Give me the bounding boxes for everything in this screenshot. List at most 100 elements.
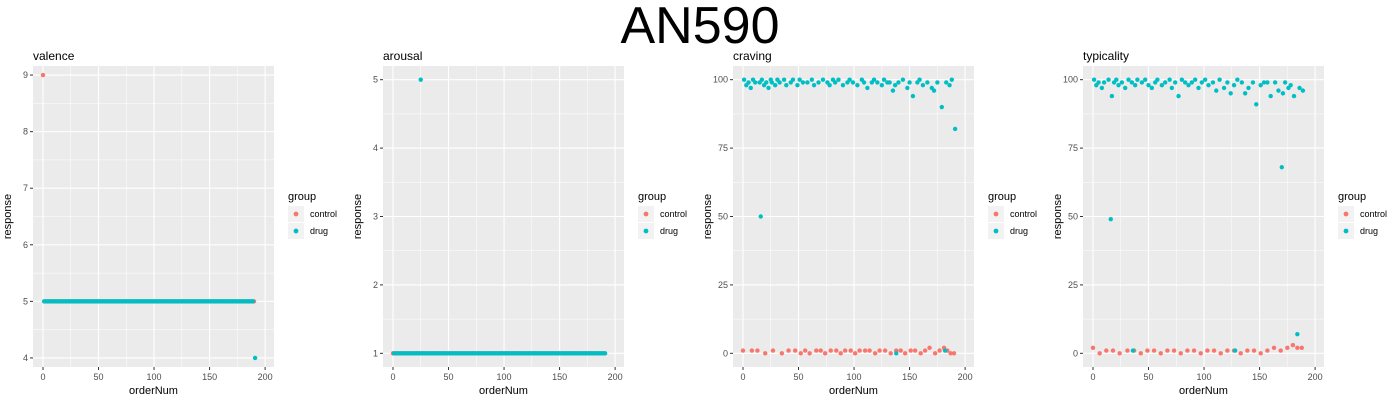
y-tick-label: 0 bbox=[723, 348, 728, 358]
data-point-control bbox=[1211, 348, 1217, 353]
data-point-drug bbox=[1258, 82, 1263, 88]
data-point-drug bbox=[1196, 85, 1201, 91]
x-axis-title: orderNum bbox=[129, 385, 178, 397]
y-axis-title: response bbox=[702, 194, 714, 239]
y-axis-title: response bbox=[1052, 194, 1064, 239]
y-axis-title: response bbox=[2, 194, 14, 239]
legend-title: group bbox=[988, 191, 1016, 203]
panel-title: craving bbox=[733, 49, 772, 63]
data-point-drug bbox=[1254, 102, 1259, 107]
y-tick-label: 6 bbox=[23, 240, 28, 250]
data-point-drug bbox=[832, 80, 838, 85]
data-point-control bbox=[834, 348, 839, 353]
data-point-drug bbox=[879, 82, 885, 88]
data-point-control bbox=[828, 348, 833, 353]
data-point-drug bbox=[917, 77, 922, 82]
data-point-control bbox=[888, 351, 893, 356]
data-point-drug bbox=[949, 77, 954, 82]
data-point-control bbox=[857, 348, 862, 353]
x-tick-label: 150 bbox=[552, 372, 567, 382]
data-point-drug bbox=[250, 299, 256, 304]
data-point-drug bbox=[855, 82, 860, 88]
data-point-drug bbox=[907, 80, 912, 85]
data-point-control bbox=[1205, 348, 1210, 353]
y-tick-label: 4 bbox=[23, 353, 28, 363]
data-point-control bbox=[1158, 351, 1163, 356]
panel-typicality: 0 50 100 150 200 0 25 50 75 100 typicality orderNum… bbox=[1052, 49, 1387, 397]
data-point-control bbox=[1271, 345, 1277, 351]
data-point-drug bbox=[1300, 88, 1306, 93]
data-point-control bbox=[927, 345, 932, 351]
x-axis-title: orderNum bbox=[1179, 385, 1228, 397]
x-axis-title: orderNum bbox=[479, 385, 528, 397]
data-point-drug bbox=[1186, 82, 1191, 88]
data-point-control bbox=[872, 351, 878, 356]
y-tick-label: 1 bbox=[373, 348, 378, 358]
data-point-drug bbox=[836, 77, 841, 82]
legend-key-control bbox=[293, 211, 299, 217]
y-tick-label: 50 bbox=[1068, 212, 1078, 222]
data-point-drug bbox=[781, 77, 787, 82]
panel-title: valence bbox=[33, 49, 75, 63]
data-point-control bbox=[1097, 351, 1102, 356]
data-point-control bbox=[749, 348, 755, 353]
data-point-drug bbox=[811, 82, 817, 88]
data-point-drug bbox=[1159, 82, 1165, 88]
data-point-drug bbox=[795, 82, 800, 88]
data-point-control bbox=[908, 348, 913, 353]
x-tick-label: 100 bbox=[497, 372, 512, 382]
data-point-control bbox=[798, 351, 803, 356]
data-point-drug bbox=[1268, 93, 1273, 99]
x-tick-label: 150 bbox=[202, 372, 217, 382]
legend-title: group bbox=[638, 191, 666, 203]
data-point-control bbox=[786, 348, 791, 353]
data-point-drug bbox=[1272, 80, 1278, 85]
y-tick-label: 9 bbox=[23, 70, 28, 80]
x-tick-label: 0 bbox=[740, 372, 745, 382]
y-tick-label: 100 bbox=[713, 75, 728, 85]
data-point-drug bbox=[602, 351, 608, 356]
x-tick-label: 200 bbox=[258, 372, 273, 382]
data-point-drug bbox=[1108, 217, 1113, 222]
data-point-drug bbox=[905, 85, 910, 91]
data-point-drug bbox=[1276, 88, 1281, 93]
y-tick-label: 75 bbox=[1068, 143, 1078, 153]
data-point-control bbox=[867, 348, 872, 353]
data-point-control bbox=[1265, 348, 1270, 353]
data-point-drug bbox=[1106, 77, 1111, 82]
legend-label-control: control bbox=[660, 209, 687, 219]
data-point-drug bbox=[741, 77, 747, 82]
y-tick-label: 5 bbox=[373, 75, 378, 85]
legend-title: group bbox=[288, 191, 316, 203]
x-tick-label: 100 bbox=[147, 372, 162, 382]
legend-label-drug: drug bbox=[1010, 226, 1028, 236]
data-point-drug bbox=[790, 77, 796, 82]
legend-title: group bbox=[1338, 191, 1366, 203]
data-point-drug bbox=[1210, 80, 1216, 85]
data-point-control bbox=[862, 348, 868, 353]
data-point-drug bbox=[1099, 85, 1105, 91]
data-point-drug bbox=[875, 80, 880, 85]
data-point-control bbox=[1198, 351, 1203, 356]
y-tick-label: 75 bbox=[718, 143, 728, 153]
data-point-drug bbox=[1114, 77, 1119, 82]
data-point-drug bbox=[944, 80, 949, 85]
data-point-drug bbox=[805, 80, 810, 85]
data-point-control bbox=[1299, 345, 1304, 351]
data-point-drug bbox=[871, 77, 877, 82]
data-point-drug bbox=[252, 355, 258, 361]
data-point-drug bbox=[1295, 331, 1300, 337]
data-point-drug bbox=[1228, 91, 1233, 96]
x-tick-label: 200 bbox=[1308, 372, 1323, 382]
data-point-control bbox=[792, 348, 798, 353]
data-point-drug bbox=[910, 93, 916, 99]
legend-label-control: control bbox=[1010, 209, 1037, 219]
data-point-drug bbox=[1139, 80, 1145, 85]
data-point-control bbox=[912, 348, 918, 353]
data-point-control bbox=[1251, 348, 1257, 353]
legend-label-drug: drug bbox=[660, 226, 678, 236]
data-point-drug bbox=[1176, 93, 1181, 99]
y-tick-label: 2 bbox=[373, 280, 378, 290]
data-point-drug bbox=[1091, 77, 1097, 82]
y-tick-label: 8 bbox=[23, 127, 28, 137]
